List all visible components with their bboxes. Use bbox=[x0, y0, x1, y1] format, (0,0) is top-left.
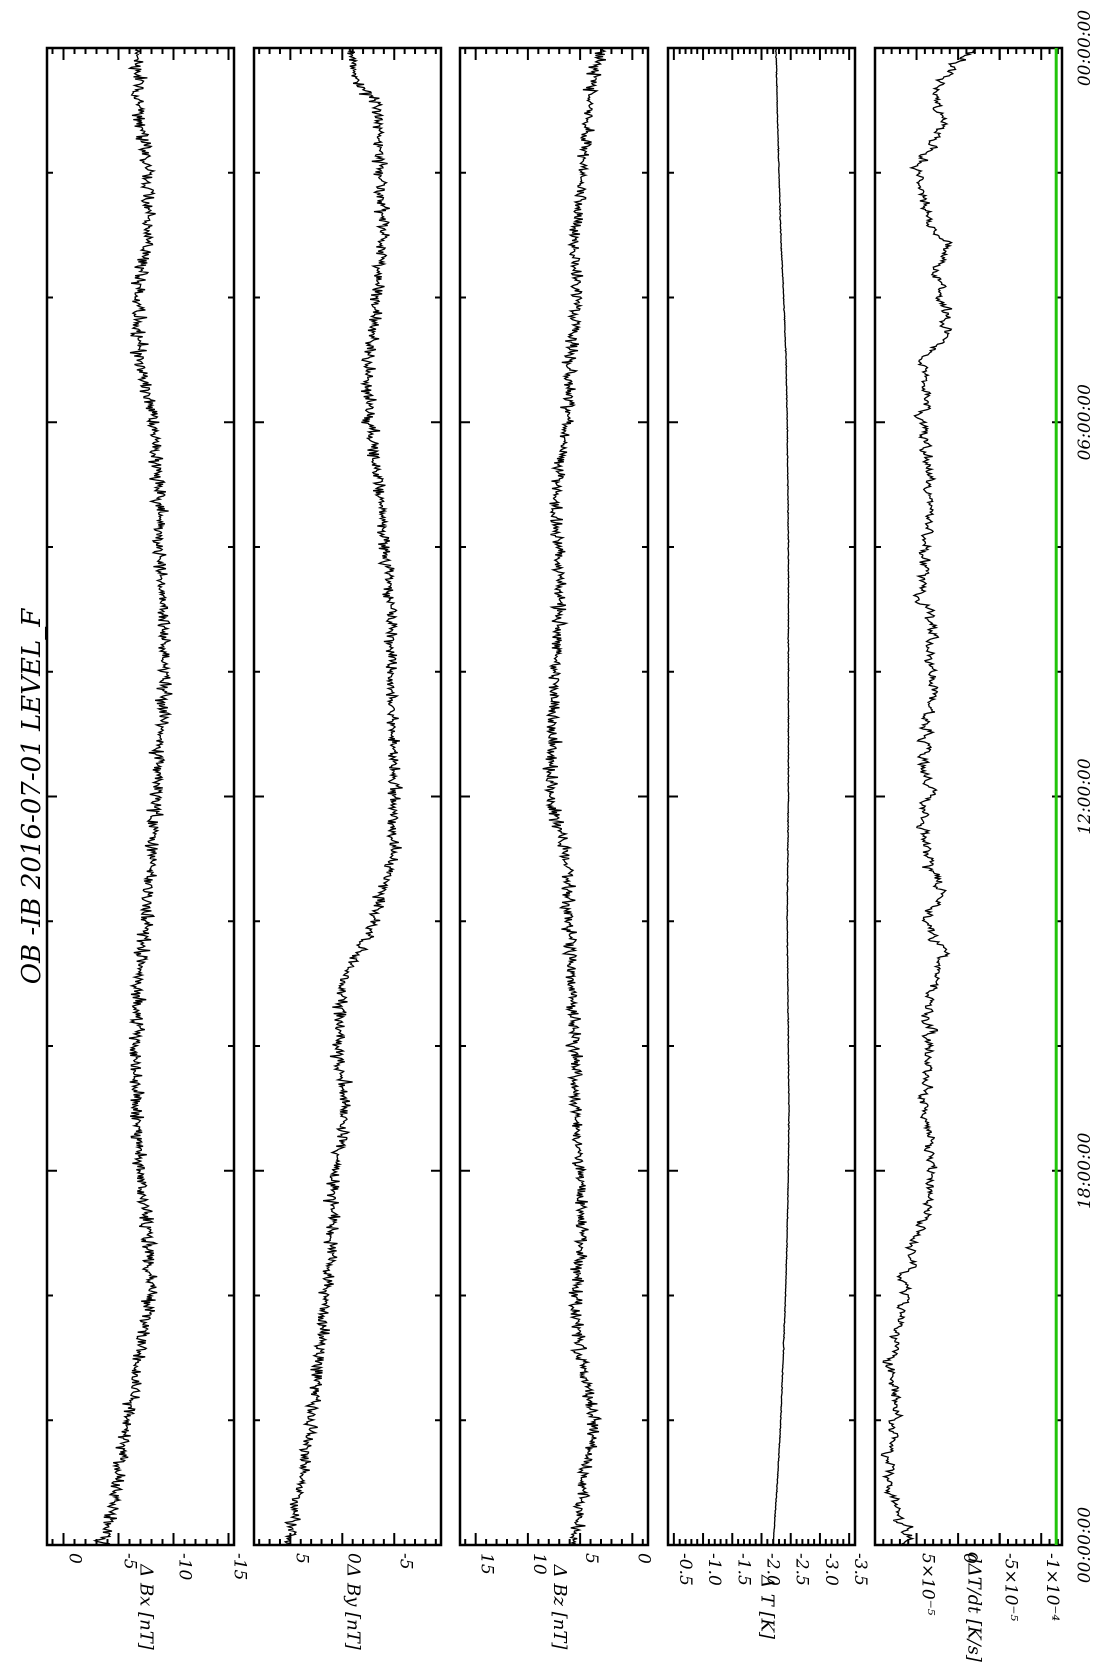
tick-label-dt: -3.0 bbox=[821, 1553, 841, 1586]
tick-label-bx: -15 bbox=[230, 1553, 250, 1580]
panel-frame-bz bbox=[458, 46, 650, 1547]
chart-title: OB -IB 2016-07-01 LEVEL_F bbox=[17, 608, 47, 985]
tick-label-bx: 0 bbox=[65, 1553, 85, 1564]
panel-by: 5 0 -5 Δ By [nT] bbox=[252, 46, 443, 1651]
series-line-bz bbox=[542, 47, 607, 1545]
tick-label-dtdt: -5×10⁻⁵ bbox=[1001, 1553, 1021, 1621]
panel-dtdt: 5×10⁻⁵ 0 -5×10⁻⁵ -1×10⁻⁴ dΔT/dt [K/s] bbox=[873, 46, 1064, 1663]
time-tick-label: 00:00:00 bbox=[1075, 1507, 1095, 1584]
panel-dt: -0.5 -1.0 -1.5 -2.0 -2.5 -3.0 -3.5 Δ T [K] bbox=[666, 46, 870, 1640]
series-line-by bbox=[283, 47, 403, 1546]
tick-label-bz: 5 bbox=[581, 1553, 601, 1564]
axis-label-dtdt: dΔT/dt [K/s] bbox=[964, 1552, 985, 1663]
tick-label-dt: -2.0 bbox=[763, 1553, 783, 1586]
tick-label-bx: -5 bbox=[120, 1553, 140, 1570]
series-line-dt bbox=[772, 47, 790, 1546]
tick-label-by: 0 bbox=[343, 1553, 363, 1564]
tick-label-bz: 0 bbox=[633, 1553, 653, 1564]
tick-label-bz: 10 bbox=[529, 1553, 549, 1575]
time-tick-label: 00:00:00 bbox=[1075, 10, 1095, 87]
tick-label-dtdt: -1×10⁻⁴ bbox=[1042, 1553, 1062, 1621]
tick-label-bz: 15 bbox=[477, 1553, 497, 1575]
panel-bz: 15 10 5 0 Δ Bz [nT] bbox=[458, 46, 653, 1651]
axis-label-by: Δ By [nT] bbox=[343, 1563, 364, 1650]
tick-label-dt: -3.5 bbox=[850, 1553, 870, 1586]
time-tick-label: 12:00:00 bbox=[1075, 758, 1095, 835]
series-line-dtdt bbox=[880, 47, 978, 1546]
tick-label-dtdt: 5×10⁻⁵ bbox=[918, 1553, 938, 1616]
time-tick-label: 18:00:00 bbox=[1075, 1132, 1095, 1209]
axis-label-bx: Δ Bx [nT] bbox=[136, 1563, 157, 1650]
panel-frame-by bbox=[252, 46, 443, 1547]
tick-label-dt: -1.5 bbox=[733, 1553, 753, 1586]
time-axis: 00:00:00 06:00:00 12:00:00 18:00:00 00:00:00 bbox=[1075, 10, 1095, 1584]
series-line-bx bbox=[92, 47, 173, 1546]
tick-label-dt: -0.5 bbox=[675, 1553, 695, 1586]
axis-label-dt: Δ T [K] bbox=[757, 1574, 778, 1640]
tick-label-dt: -1.0 bbox=[704, 1553, 724, 1586]
tick-label-by: 5 bbox=[291, 1553, 311, 1564]
panel-frame-dt bbox=[666, 46, 857, 1547]
panel-bx: 0 -5 -10 -15 Δ Bx [nT] bbox=[45, 46, 250, 1651]
axis-label-bz: Δ Bz [nT] bbox=[549, 1564, 570, 1651]
time-tick-label: 06:00:00 bbox=[1075, 384, 1095, 461]
tick-label-by: -5 bbox=[395, 1553, 415, 1570]
panel-frame-dtdt bbox=[873, 46, 1064, 1547]
tick-label-bx: -10 bbox=[175, 1553, 195, 1581]
tick-label-dtdt: 0 bbox=[959, 1553, 979, 1564]
panels: 0 -5 -10 -15 Δ Bx [nT] 5 0 -5 Δ By [nT] 15 10 5 0 Δ B… bbox=[45, 46, 1064, 1663]
tick-label-dt: -2.5 bbox=[792, 1553, 812, 1586]
